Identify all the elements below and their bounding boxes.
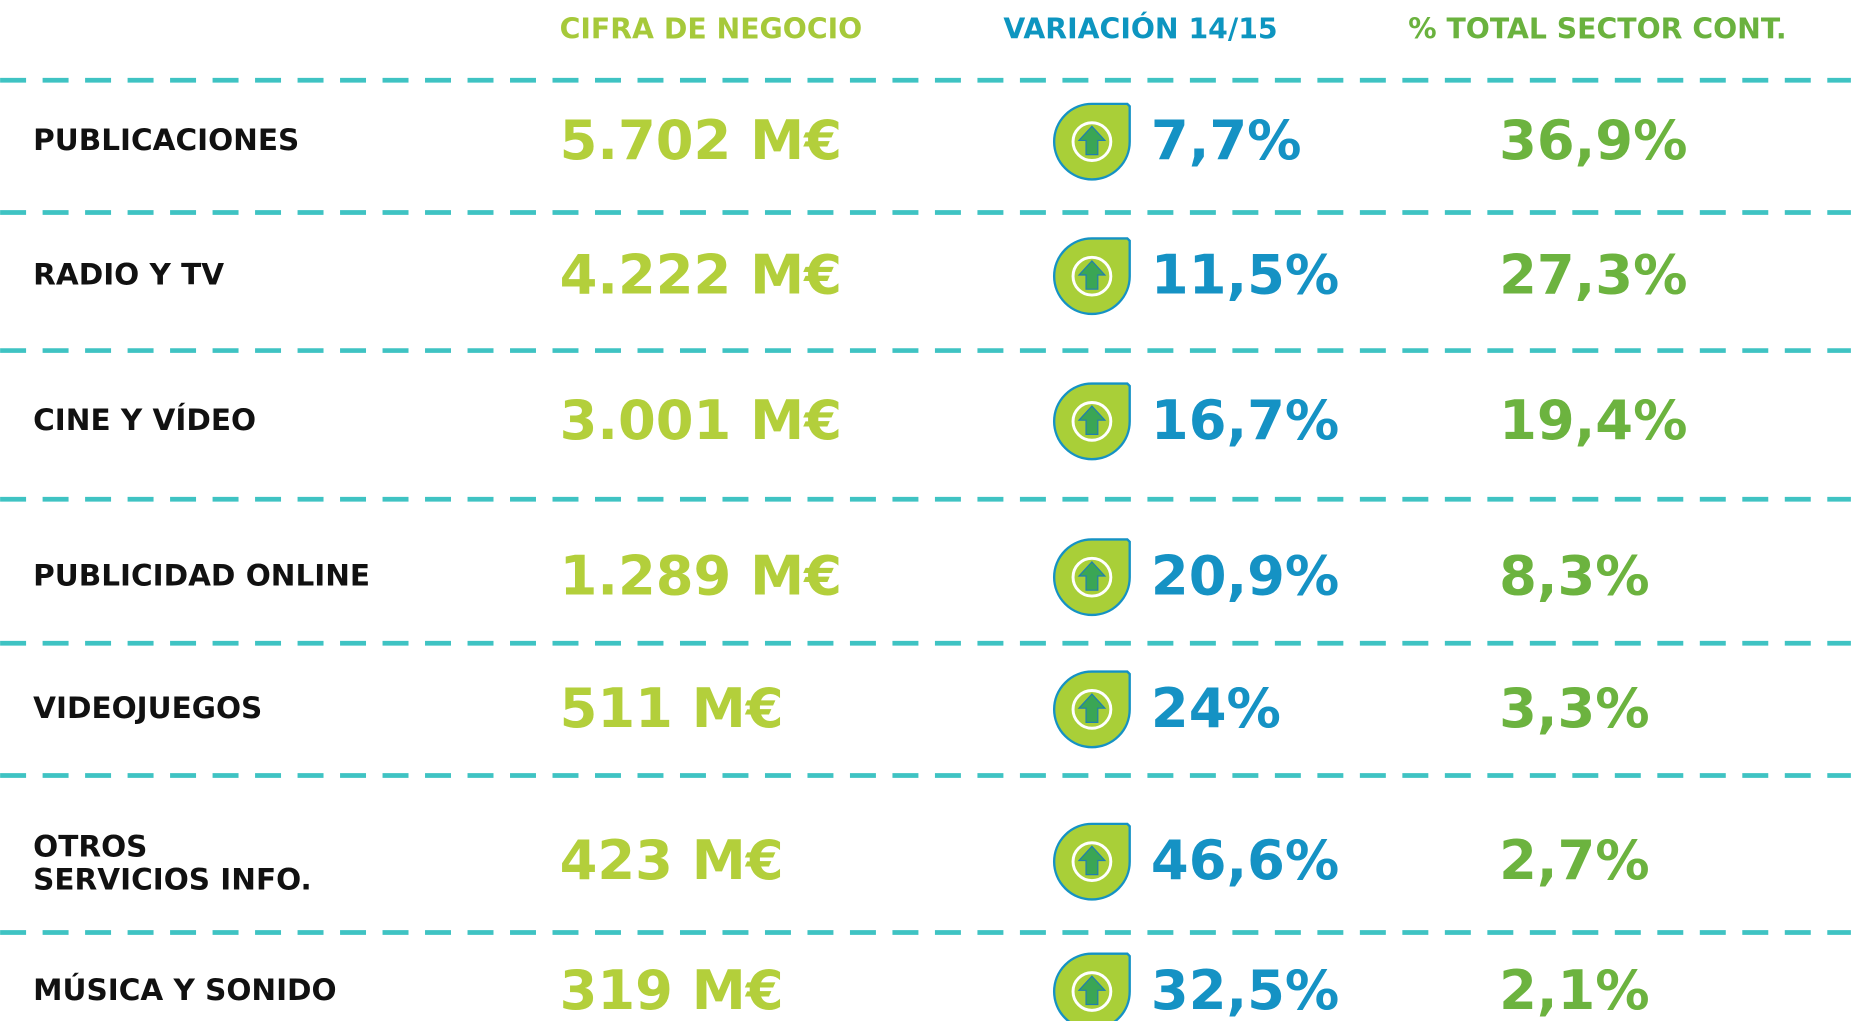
up-icon bbox=[1053, 237, 1131, 316]
icon-ring bbox=[1071, 255, 1113, 297]
header-cifra: CIFRA DE NEGOCIO bbox=[560, 13, 863, 46]
total-value: 8,3% bbox=[1499, 545, 1650, 608]
icon-arrow bbox=[1077, 560, 1107, 591]
icon-ring bbox=[1071, 841, 1113, 883]
cifra-value: 423 M€ bbox=[560, 829, 784, 892]
row-label: VIDEOJUEGOS bbox=[33, 691, 262, 725]
icon-arrow bbox=[1077, 259, 1107, 290]
up-icon bbox=[1053, 822, 1131, 901]
variacion-value: 24% bbox=[1151, 677, 1281, 740]
total-value: 2,7% bbox=[1499, 829, 1650, 892]
row-label: RADIO Y TV bbox=[33, 258, 224, 292]
icon-ring bbox=[1071, 121, 1113, 163]
icon-arrow bbox=[1077, 975, 1107, 1006]
total-value: 2,1% bbox=[1499, 959, 1650, 1021]
total-value: 19,4% bbox=[1499, 389, 1687, 452]
total-value: 27,3% bbox=[1499, 244, 1687, 307]
up-icon bbox=[1053, 102, 1131, 181]
cifra-value: 4.222 M€ bbox=[560, 244, 842, 307]
cifra-value: 1.289 M€ bbox=[560, 545, 842, 608]
icon-arrow bbox=[1077, 125, 1107, 156]
row-label: PUBLICACIONES bbox=[33, 123, 299, 157]
cifra-value: 3.001 M€ bbox=[560, 389, 842, 452]
icon-ring bbox=[1071, 401, 1113, 442]
icon-ring bbox=[1071, 689, 1113, 730]
row-label: PUBLICIDAD ONLINE bbox=[33, 559, 370, 593]
up-icon bbox=[1053, 538, 1131, 617]
variacion-value: 46,6% bbox=[1151, 829, 1339, 892]
cifra-value: 5.702 M€ bbox=[560, 109, 842, 172]
up-icon bbox=[1053, 952, 1131, 1021]
icon-ring bbox=[1071, 971, 1113, 1012]
header-total: % TOTAL SECTOR CONT. bbox=[1408, 13, 1786, 46]
variacion-value: 32,5% bbox=[1151, 959, 1339, 1021]
variacion-value: 20,9% bbox=[1151, 545, 1339, 608]
row-label: MÚSICA Y SONIDO bbox=[33, 971, 336, 1007]
up-icon bbox=[1053, 670, 1131, 749]
cifra-value: 319 M€ bbox=[560, 959, 784, 1021]
total-value: 36,9% bbox=[1499, 109, 1687, 172]
total-value: 3,3% bbox=[1499, 677, 1650, 740]
row-label: OTROS SERVICIOS INFO. bbox=[33, 829, 312, 896]
up-icon bbox=[1053, 382, 1131, 461]
variacion-value: 11,5% bbox=[1151, 244, 1339, 307]
icon-arrow bbox=[1077, 845, 1107, 876]
variacion-value: 7,7% bbox=[1151, 109, 1302, 172]
icon-arrow bbox=[1077, 693, 1107, 723]
variacion-value: 16,7% bbox=[1151, 389, 1339, 452]
cifra-value: 511 M€ bbox=[560, 677, 784, 740]
icon-arrow bbox=[1077, 405, 1107, 435]
icon-ring bbox=[1071, 556, 1113, 598]
header-variacion: VARIACIÓN 14/15 bbox=[1003, 12, 1277, 46]
row-label: CINE Y VÍDEO bbox=[33, 402, 256, 437]
